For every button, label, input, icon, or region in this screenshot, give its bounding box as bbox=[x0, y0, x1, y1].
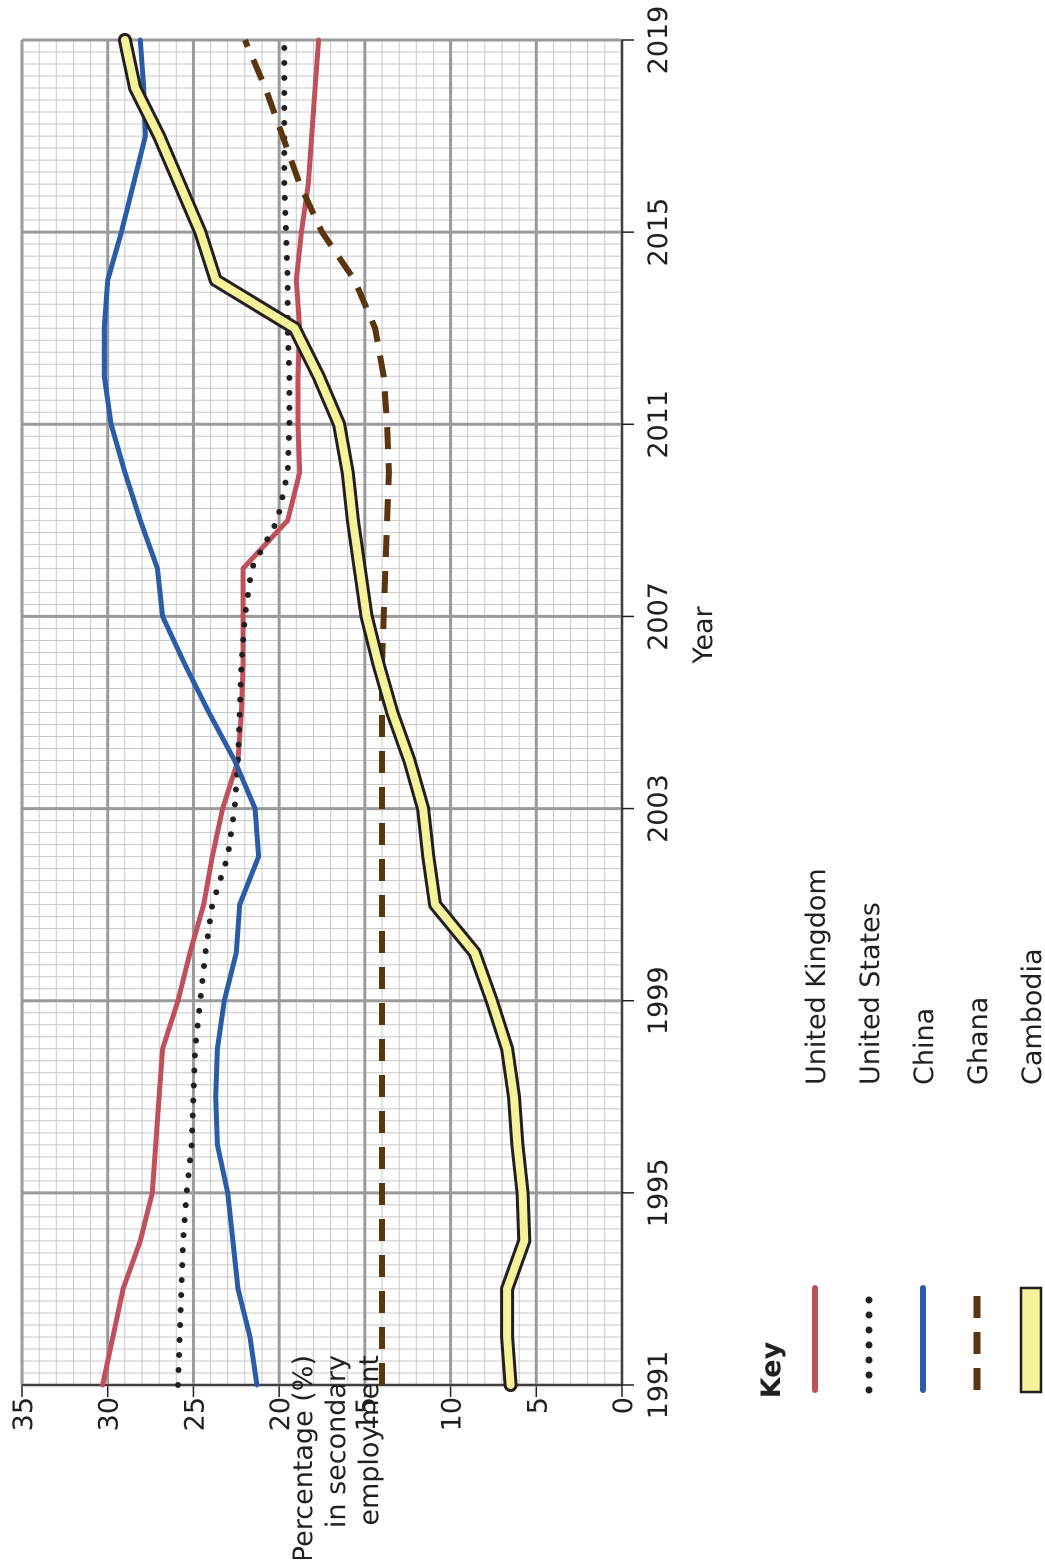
y-tick-label: 35 bbox=[8, 1397, 39, 1431]
x-tick-label: 1999 bbox=[643, 966, 674, 1035]
series-line bbox=[175, 37, 293, 1388]
legend-swatch bbox=[1019, 1286, 1043, 1394]
y-axis-label: Percentage (%) bbox=[288, 1355, 319, 1559]
y-axis-label: employment bbox=[354, 1355, 385, 1526]
x-axis-label: Year bbox=[688, 606, 719, 665]
plot-lines bbox=[100, 33, 532, 1392]
y-tick-label: 20 bbox=[265, 1397, 296, 1431]
x-tick-label: 2019 bbox=[643, 6, 674, 75]
legend-label: Cambodia bbox=[1017, 948, 1045, 1085]
y-tick-label: 0 bbox=[608, 1397, 639, 1414]
x-tick-label: 2007 bbox=[643, 582, 674, 651]
y-tick-label: 5 bbox=[522, 1397, 553, 1414]
x-tick-label: 2015 bbox=[643, 198, 674, 267]
x-tick-label: 1995 bbox=[643, 1158, 674, 1227]
legend-label: United States bbox=[855, 902, 886, 1085]
y-tick-label: 30 bbox=[94, 1397, 125, 1431]
x-tick-label: 2011 bbox=[643, 390, 674, 459]
legend-label: China bbox=[909, 1008, 940, 1085]
y-tick-label: 15 bbox=[351, 1397, 382, 1431]
legend-label: Ghana bbox=[963, 997, 994, 1085]
x-tick-label: 1991 bbox=[643, 1351, 674, 1420]
y-tick-label: 25 bbox=[179, 1397, 210, 1431]
x-tick-label: 2003 bbox=[643, 774, 674, 843]
series-line bbox=[101, 37, 262, 1388]
legend-label: United Kingdom bbox=[801, 868, 832, 1085]
series-line bbox=[120, 36, 529, 1389]
legend-title: Key bbox=[756, 1341, 787, 1398]
y-axis-label: in secondary bbox=[321, 1355, 352, 1528]
y-tick-label: 10 bbox=[437, 1397, 468, 1431]
series-line bbox=[242, 38, 392, 1385]
